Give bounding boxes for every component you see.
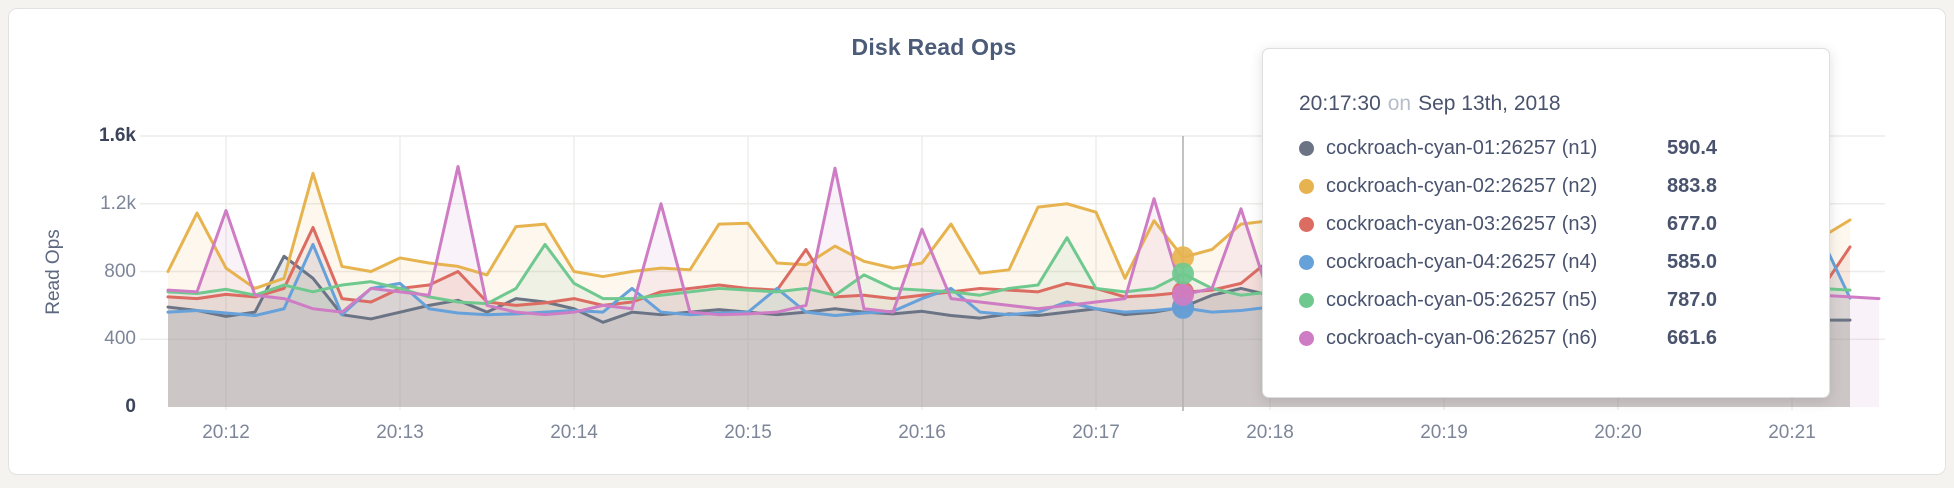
series-color-dot-icon — [1299, 292, 1314, 308]
tooltip-row: cockroach-cyan-06:26257 (n6) 661.6 — [1299, 319, 1799, 357]
series-name: cockroach-cyan-03:26257 (n3) — [1326, 212, 1598, 235]
tooltip-row: cockroach-cyan-02:26257 (n2) 883.8 — [1299, 167, 1799, 205]
hover-tooltip: 20:17:30 on Sep 13th, 2018 cockroach-cyan-… — [1262, 48, 1830, 398]
x-tick-label: 20:12 — [202, 422, 250, 443]
series-name: cockroach-cyan-04:26257 (n4) — [1326, 250, 1598, 273]
hover-dot-n2 — [1172, 246, 1194, 269]
series-name: cockroach-cyan-05:26257 (n5) — [1326, 288, 1598, 311]
series-color-dot-icon — [1299, 140, 1314, 156]
series-color-dot-icon — [1299, 178, 1314, 194]
x-tick-label: 20:19 — [1420, 422, 1468, 443]
series-value: 585.0 — [1667, 250, 1718, 273]
x-tick-label: 20:18 — [1246, 422, 1294, 443]
tooltip-row: cockroach-cyan-04:26257 (n4) 585.0 — [1299, 243, 1799, 281]
tooltip-time: 20:17:30 — [1299, 92, 1381, 115]
series-value: 787.0 — [1667, 288, 1718, 311]
x-tick-label: 20:16 — [898, 422, 946, 443]
series-name: cockroach-cyan-02:26257 (n2) — [1326, 174, 1598, 197]
chart-title: Disk Read Ops — [851, 34, 1017, 60]
hover-dot-n5 — [1172, 262, 1194, 285]
y-tick-label: 400 — [104, 328, 136, 350]
tooltip-row: cockroach-cyan-01:26257 (n1) 590.4 — [1299, 129, 1799, 167]
x-tick-label: 20:13 — [376, 422, 424, 443]
x-tick-label: 20:20 — [1594, 422, 1642, 443]
series-value: 590.4 — [1667, 136, 1718, 159]
tooltip-row: cockroach-cyan-03:26257 (n3) 677.0 — [1299, 205, 1799, 243]
y-tick-label: 1.2k — [100, 192, 136, 214]
series-color-dot-icon — [1299, 330, 1314, 346]
y-tick-label: 800 — [104, 260, 136, 282]
series-name: cockroach-cyan-01:26257 (n1) — [1326, 136, 1598, 159]
series-value: 661.6 — [1667, 326, 1718, 349]
series-value: 883.8 — [1667, 174, 1718, 197]
x-tick-label: 20:21 — [1768, 422, 1816, 443]
series-color-dot-icon — [1299, 254, 1314, 270]
tooltip-preposition: on — [1387, 92, 1412, 115]
tooltip-date: Sep 13th, 2018 — [1418, 92, 1561, 115]
x-tick-label: 20:15 — [724, 422, 772, 443]
y-tick-label: 1.6k — [99, 125, 136, 146]
series-value: 677.0 — [1667, 212, 1718, 235]
hover-dot-n6 — [1172, 283, 1194, 306]
tooltip-rows: cockroach-cyan-01:26257 (n1) 590.4 cockroa… — [1299, 129, 1799, 357]
series-name: cockroach-cyan-06:26257 (n6) — [1326, 326, 1598, 349]
tooltip-row: cockroach-cyan-05:26257 (n5) 787.0 — [1299, 281, 1799, 319]
tooltip-header: 20:17:30 on Sep 13th, 2018 — [1299, 91, 1799, 117]
x-tick-label: 20:14 — [550, 422, 598, 443]
x-tick-label: 20:17 — [1072, 422, 1120, 443]
y-tick-label: 0 — [125, 396, 136, 417]
series-color-dot-icon — [1299, 216, 1314, 232]
